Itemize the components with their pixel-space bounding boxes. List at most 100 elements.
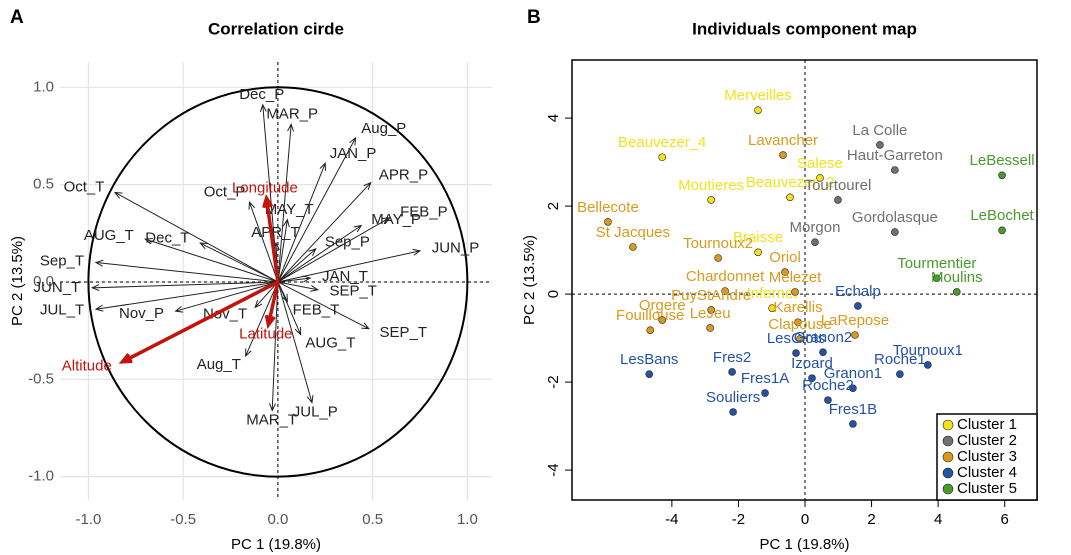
arrow-label: MAY_T [265,201,314,218]
point-label: Fres1A [741,370,789,387]
point-label: Orgere [639,297,686,314]
point [808,374,816,382]
arrow [277,281,314,404]
point [658,316,667,324]
point-label: LeBochet [970,207,1034,224]
point [786,193,794,202]
point-label: LaRepose [821,312,889,329]
legend-swatch [942,419,954,431]
arrow [277,248,422,283]
arrow-label: MAR_P [266,105,318,122]
arrow-label: FEB_T [293,301,340,318]
point [896,370,904,378]
legend-swatch [942,483,954,495]
x-tick-label: 1.0 [457,511,478,528]
point-label: La Colle [852,122,907,139]
point-label: Echalp [835,283,881,300]
point [706,324,714,332]
arrow-label: MAR_T [246,411,297,428]
arrow [277,275,312,283]
unit-circle [87,86,469,478]
point [816,174,824,182]
arrow [118,280,279,364]
point-label: Fres1B [829,401,877,418]
y-tick-label: 0.0 [33,273,54,290]
x-tick-label: 2 [867,511,875,528]
point-label: Gordolasque [852,209,938,226]
point [604,218,612,226]
point [721,287,729,295]
point [891,228,899,236]
point-label: Tourtourel [805,177,872,194]
arrow-label: Latitude [239,326,292,343]
y-tick-label: -4 [545,463,562,476]
arrow [174,281,279,313]
point-label: Chardonnet [686,268,765,285]
x-tick-label: 0.0 [267,511,288,528]
arrow-label: AUG_T [84,227,134,244]
point-label: Bellecote [577,199,639,216]
chart-title: Correlation cirde [208,19,344,38]
arrow [264,281,280,330]
y-axis-label: PC 2 (13.5%) [521,235,538,325]
arrow [94,281,278,312]
arrow [277,217,391,283]
arrow [248,200,279,283]
point [891,166,899,174]
point [849,420,857,428]
arrow [277,248,317,283]
legend-label: Cluster 4 [957,464,1017,481]
point-label: Roche1 [874,351,926,368]
y-tick-label: 0.5 [33,176,54,193]
legend-label: Cluster 2 [957,432,1017,449]
x-tick-label: -2 [732,511,745,528]
point-label: Karellis [773,299,822,316]
point [952,288,961,296]
point [761,389,769,397]
point-label: Braisse [733,229,783,246]
legend-label: Cluster 1 [957,416,1017,433]
point-label: Merveilles [724,87,792,104]
x-tick-label: 4 [934,511,942,528]
y-tick-label: 1.0 [33,78,54,95]
point [645,370,654,378]
point-label: PuyStAndre [671,287,751,304]
x-axis-label: PC 1 (19.8%) [231,536,321,553]
arrow-label: Nov_P [119,305,164,322]
legend-label: Cluster 5 [957,480,1017,497]
point-label: LesClots [767,330,825,347]
x-tick-label: 0 [801,511,809,528]
y-tick-label: -2 [545,375,562,388]
point [933,274,941,283]
point [796,335,804,343]
point [707,196,715,204]
arrow [269,281,279,412]
point-label: Fres2 [713,349,751,366]
point [779,151,787,159]
point-label: Tourmentier [897,255,976,272]
legend-label: Cluster 3 [957,448,1017,465]
point [811,238,819,246]
arrow-label: Oct_P [204,184,246,201]
point [707,306,715,314]
point [924,361,932,369]
arrow-label: APR_T [251,224,299,241]
point-label: Salese [797,155,843,172]
point-label: Melezet [769,269,822,286]
arrow-label: Aug_T [197,356,241,373]
arrow-label: JUN_T [34,279,81,296]
arrow-label: AUG_T [305,335,355,352]
point-label: Beauvezer_4 [618,134,706,151]
point-label: Souliers [706,389,760,406]
arrow [277,162,326,283]
arrow-label: JAN_P [330,145,377,162]
point [646,326,655,334]
arrow [90,281,278,292]
x-tick-label: 6 [1001,511,1009,528]
point-label: LesBans [620,351,678,368]
y-tick-label: 2 [545,202,562,210]
arrow [144,237,279,283]
arrow [277,281,319,292]
arrow [262,193,280,283]
point-label: Tournoux1 [893,342,963,359]
